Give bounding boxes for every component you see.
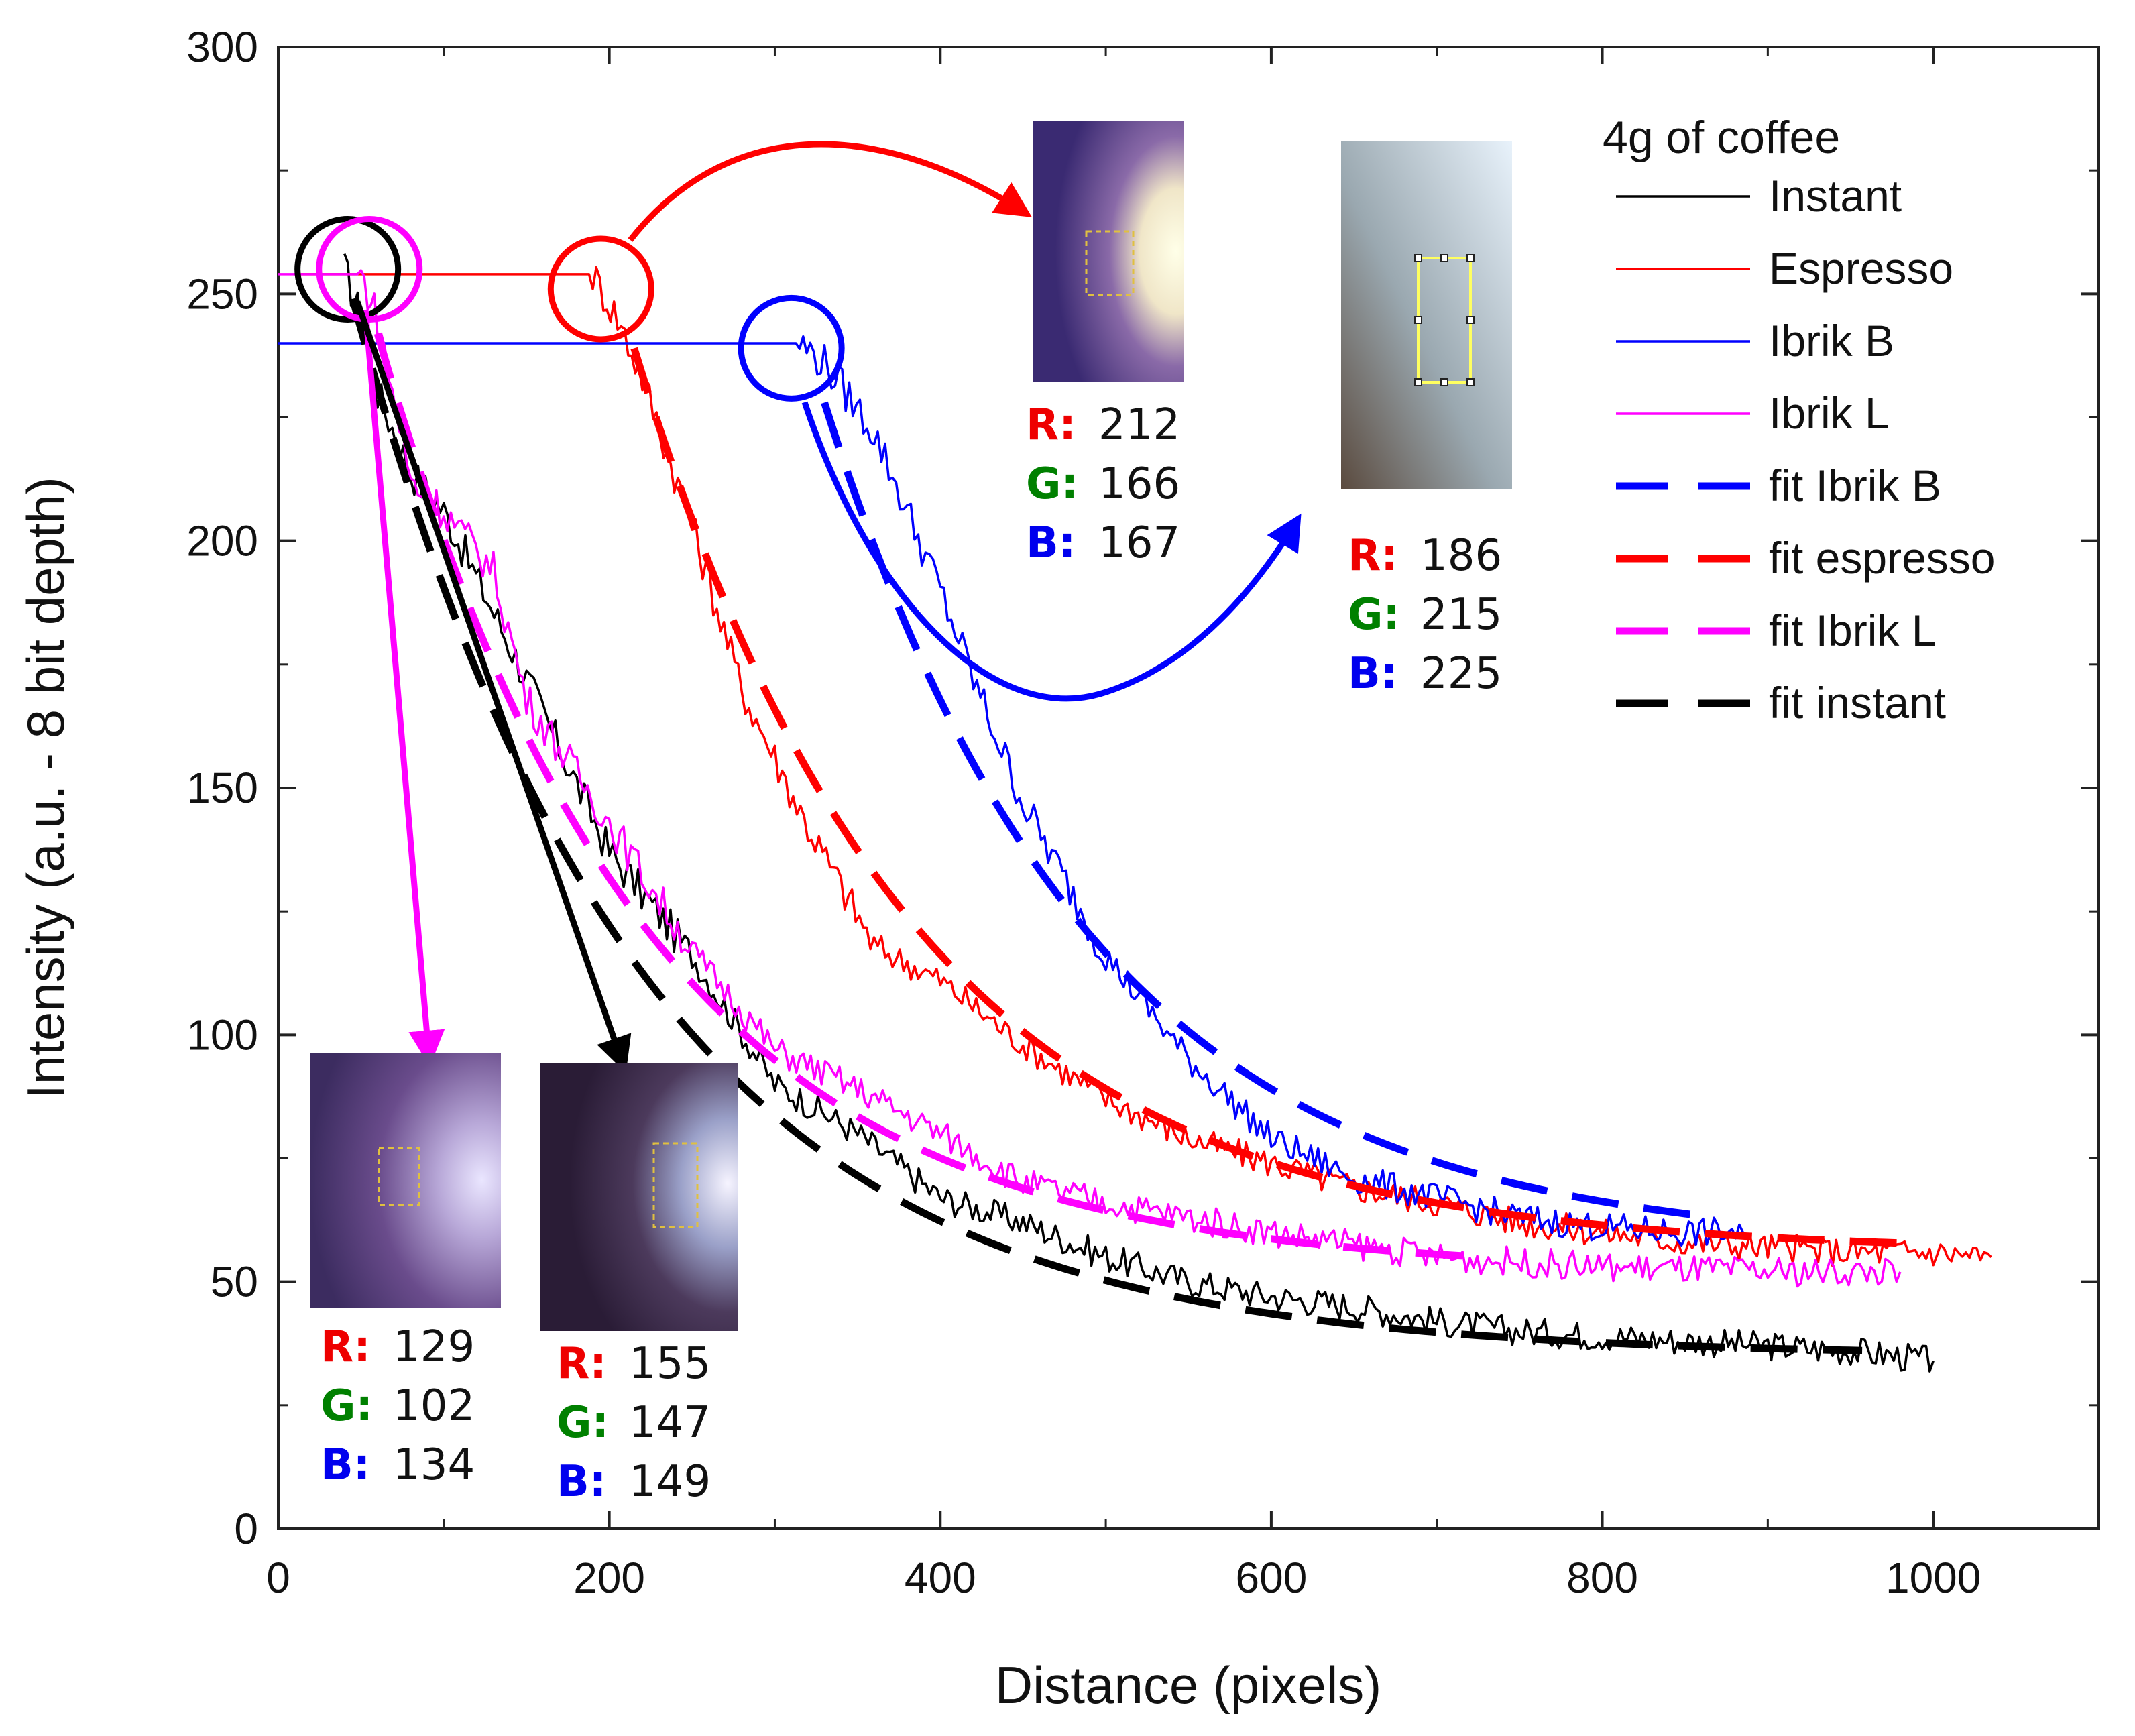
onset-circle-ibrik-b bbox=[738, 294, 845, 402]
y-tick-label-100: 100 bbox=[186, 1010, 258, 1059]
inset-espresso bbox=[1033, 121, 1184, 382]
inset-ibrikL bbox=[310, 1053, 501, 1308]
x-tick-label-800: 800 bbox=[1566, 1554, 1638, 1602]
series-line-instant bbox=[343, 253, 1935, 1373]
x-tick-label-1000: 1000 bbox=[1886, 1554, 1981, 1602]
x-tick-label-0: 0 bbox=[266, 1554, 290, 1602]
y-tick-labels: 0 50 100 150 200 250 300 bbox=[186, 23, 258, 1553]
fit-line-fit-ibrik-l bbox=[373, 332, 1470, 1261]
marker-layer bbox=[294, 216, 845, 402]
rgb-ibrikB-b-label: B: bbox=[1348, 649, 1397, 699]
rgb-ibrikL-r-value: 129 bbox=[393, 1322, 475, 1372]
inset-ibrikB bbox=[1341, 141, 1512, 489]
inset-espresso-roi bbox=[1085, 230, 1135, 296]
rgb-espresso-r-value: 212 bbox=[1098, 400, 1180, 450]
arrow-espresso bbox=[628, 141, 1033, 242]
y-tick-label-300: 300 bbox=[186, 23, 258, 71]
series-line-ibrik-l bbox=[278, 269, 1902, 1288]
legend-label-fit-instant: fit instant bbox=[1769, 678, 1946, 728]
rgb-ibrikL-g-label: G: bbox=[321, 1381, 373, 1431]
fit-layer bbox=[349, 298, 1906, 1354]
rgb-instant-r-value: 155 bbox=[629, 1339, 711, 1389]
inset-ibrikL-roi bbox=[378, 1147, 420, 1206]
rgb-instant-r-label: R: bbox=[557, 1339, 607, 1389]
inset-instant-image bbox=[540, 1063, 738, 1331]
y-tick-label-50: 50 bbox=[211, 1258, 258, 1306]
legend-label-fit-ibrik-l: fit Ibrik L bbox=[1769, 605, 1936, 655]
rgb-instant-b-label: B: bbox=[557, 1457, 606, 1507]
inset-instant-roi bbox=[652, 1142, 699, 1228]
arrow-ibrikB bbox=[801, 401, 1302, 702]
x-tick-label-400: 400 bbox=[905, 1554, 976, 1602]
rgb-readouts: R: 129 G: 102 B: 134 R: 155 G: 147 B: 149 R: 212 G: 166… bbox=[321, 400, 1502, 1507]
inset-ibrikB-image bbox=[1341, 141, 1512, 489]
rgb-instant-g-value: 147 bbox=[629, 1398, 711, 1448]
legend-label-instant: Instant bbox=[1769, 171, 1902, 221]
x-axis-label: Distance (pixels) bbox=[995, 1656, 1382, 1715]
rgb-espresso-g-value: 166 bbox=[1098, 459, 1180, 509]
x-tick-label-600: 600 bbox=[1236, 1554, 1308, 1602]
y-axis-label: Intensity (a.u. - 8 bit depth) bbox=[16, 477, 75, 1099]
rgb-ibrikB-g-label: G: bbox=[1348, 590, 1400, 640]
legend-label-ibrik-b: Ibrik B bbox=[1769, 316, 1894, 365]
rgb-espresso-b-value: 167 bbox=[1098, 518, 1180, 568]
onset-circle-instant bbox=[294, 216, 402, 323]
rgb-ibrikL-r-label: R: bbox=[321, 1322, 371, 1372]
rgb-espresso-b-label: B: bbox=[1026, 518, 1076, 568]
x-tick-label-200: 200 bbox=[573, 1554, 645, 1602]
y-tick-label-150: 150 bbox=[186, 764, 258, 812]
legend: 4g of coffee Instant Espresso Ibrik B Ibrik… bbox=[1603, 112, 1995, 728]
rgb-ibrikB-b-value: 225 bbox=[1420, 649, 1502, 699]
legend-label-espresso: Espresso bbox=[1769, 243, 1953, 293]
rgb-ibrikB-r-label: R: bbox=[1348, 531, 1398, 581]
rgb-instant-g-label: G: bbox=[557, 1398, 609, 1448]
legend-label-fit-espresso: fit espresso bbox=[1769, 533, 1995, 583]
fit-line-fit-ibrik-b bbox=[821, 401, 1699, 1219]
rgb-espresso-g-label: G: bbox=[1026, 459, 1078, 509]
onset-circle-espresso bbox=[547, 235, 654, 343]
rgb-ibrikB-r-value: 186 bbox=[1420, 531, 1502, 581]
y-tick-label-250: 250 bbox=[186, 270, 258, 318]
rgb-ibrikL-g-value: 102 bbox=[393, 1381, 475, 1431]
legend-label-fit-ibrik-b: fit Ibrik B bbox=[1769, 461, 1941, 510]
rgb-instant-b-value: 149 bbox=[629, 1457, 711, 1507]
fit-line-fit-instant bbox=[349, 298, 1863, 1354]
inset-espresso-image bbox=[1033, 121, 1184, 382]
rgb-espresso-r-label: R: bbox=[1026, 400, 1076, 450]
onset-circle-ibrik-l bbox=[316, 216, 423, 323]
y-tick-label-200: 200 bbox=[186, 517, 258, 565]
arrow-ibrikL bbox=[362, 309, 445, 1067]
legend-label-ibrik-l: Ibrik L bbox=[1769, 388, 1890, 438]
inset-ibrikL-image bbox=[310, 1053, 501, 1308]
arrow-instant bbox=[354, 300, 632, 1074]
rgb-ibrikL-b-label: B: bbox=[321, 1440, 370, 1490]
inset-instant bbox=[540, 1063, 738, 1331]
y-tick-label-0: 0 bbox=[234, 1505, 258, 1553]
rgb-ibrikL-b-value: 134 bbox=[393, 1440, 475, 1490]
rgb-ibrikB-g-value: 215 bbox=[1420, 590, 1502, 640]
legend-title: 4g of coffee bbox=[1603, 112, 1840, 163]
x-tick-labels: 0 200 400 600 800 1000 bbox=[266, 1554, 1981, 1602]
axis-ticks bbox=[277, 46, 2099, 1530]
fit-line-fit-espresso bbox=[630, 347, 1906, 1247]
